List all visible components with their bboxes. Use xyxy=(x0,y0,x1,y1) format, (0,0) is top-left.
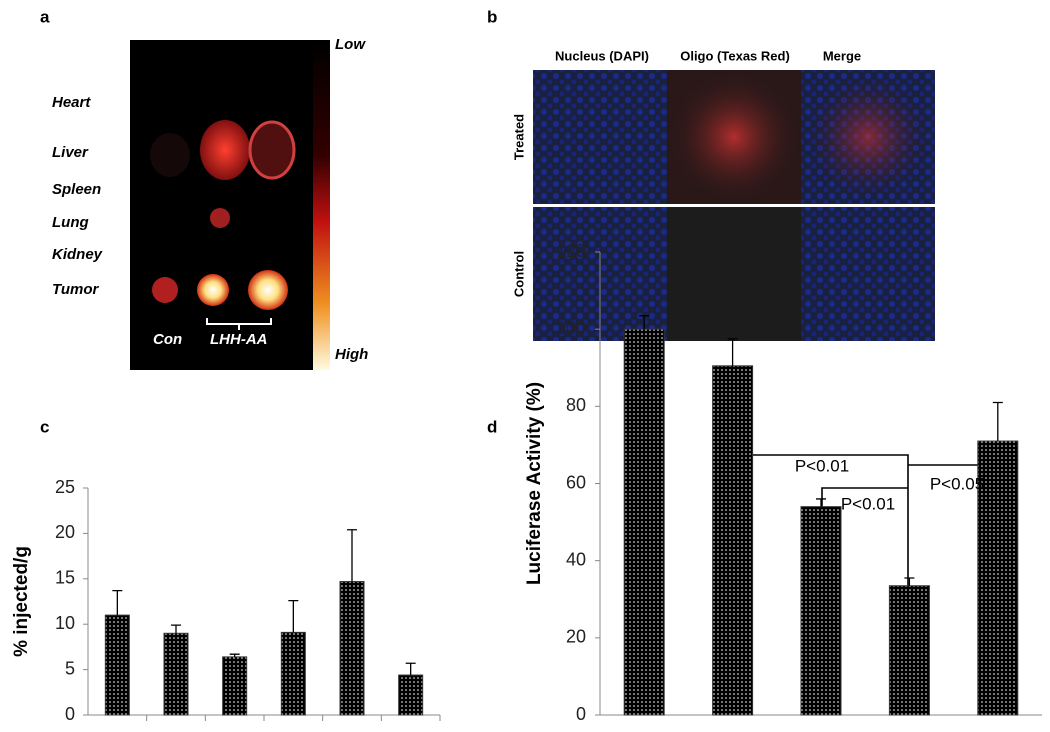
y-axis-label: Luciferase Activity (%) xyxy=(524,382,545,585)
panel-label: c xyxy=(40,417,49,436)
organ-label: Kidney xyxy=(52,246,103,263)
y-tick-label: 60 xyxy=(566,472,586,492)
organ-images xyxy=(150,120,296,330)
error-bar xyxy=(229,653,240,657)
panel-label: d xyxy=(487,417,497,436)
panel-label: b xyxy=(487,7,497,26)
y-tick-label: 120 xyxy=(556,241,586,261)
organ-label: Tumor xyxy=(52,281,100,298)
y-tick-label: 0 xyxy=(65,704,75,724)
y-tick-label: 100 xyxy=(556,318,586,338)
organ-label: Spleen xyxy=(52,181,101,198)
annotation: P<0.01 xyxy=(795,456,849,475)
annotation: P<0.05 xyxy=(930,474,984,493)
y-tick-label: 40 xyxy=(566,549,586,569)
bar xyxy=(104,614,130,716)
row-header: Treated xyxy=(511,114,526,160)
microscopy-images xyxy=(533,70,935,341)
organ-label: Lung xyxy=(52,214,89,231)
row-header: Control xyxy=(511,251,526,297)
error-bar xyxy=(405,662,416,676)
column-header: Oligo (Texas Red) xyxy=(680,48,790,63)
bar xyxy=(800,506,842,716)
bar xyxy=(339,581,365,716)
bar xyxy=(623,328,665,716)
column-header: Merge xyxy=(823,48,861,63)
imaging-background xyxy=(130,40,330,370)
error-bar xyxy=(171,624,181,634)
error-bar xyxy=(727,338,738,366)
y-tick-label: 25 xyxy=(55,477,75,497)
scale-high: High xyxy=(335,346,368,363)
error-bar xyxy=(904,577,915,586)
y-tick-label: 20 xyxy=(566,627,586,647)
y-tick-label: 5 xyxy=(65,658,75,678)
bar xyxy=(888,585,930,716)
y-tick-label: 80 xyxy=(566,395,586,415)
error-bar xyxy=(112,589,123,616)
error-bar xyxy=(816,498,826,507)
scale-low: Low xyxy=(335,36,366,53)
y-tick-label: 15 xyxy=(55,568,75,588)
bar xyxy=(163,632,189,716)
organ-label: Liver xyxy=(52,144,89,161)
bar xyxy=(712,365,754,716)
error-bar xyxy=(992,401,1003,442)
group-label: LHH-AA xyxy=(210,331,268,348)
y-tick-label: 20 xyxy=(55,522,75,542)
column-header: Nucleus (DAPI) xyxy=(555,48,649,63)
y-tick-label: 0 xyxy=(576,704,586,724)
organ-label: Heart xyxy=(52,94,91,111)
annotation: P<0.01 xyxy=(841,494,895,513)
panel-label: a xyxy=(40,7,50,26)
error-bar xyxy=(639,315,650,330)
bar xyxy=(222,656,248,716)
error-bar xyxy=(288,599,299,633)
error-bar xyxy=(347,529,357,582)
bar xyxy=(977,440,1019,716)
group-label: Con xyxy=(153,331,182,348)
bar xyxy=(280,631,306,716)
bar xyxy=(398,674,424,716)
y-axis-label: % injected/g xyxy=(11,546,32,657)
y-tick-label: 10 xyxy=(55,613,75,633)
color-scale xyxy=(313,40,330,370)
